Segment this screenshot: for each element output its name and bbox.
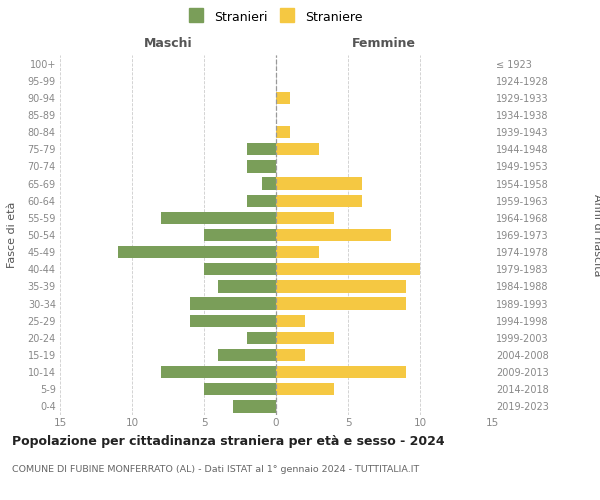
Bar — [276, 229, 391, 241]
Bar — [218, 349, 276, 361]
Bar — [276, 178, 362, 190]
Bar — [247, 143, 276, 156]
Bar — [233, 400, 276, 412]
Bar — [276, 92, 290, 104]
Text: Fasce di età: Fasce di età — [7, 202, 17, 268]
Bar — [118, 246, 276, 258]
Bar — [276, 194, 362, 207]
Bar — [161, 212, 276, 224]
Text: COMUNE DI FUBINE MONFERRATO (AL) - Dati ISTAT al 1° gennaio 2024 - TUTTITALIA.IT: COMUNE DI FUBINE MONFERRATO (AL) - Dati … — [12, 465, 419, 474]
Bar — [161, 366, 276, 378]
Bar — [276, 143, 319, 156]
Text: Anni di nascita: Anni di nascita — [592, 194, 600, 276]
Bar — [276, 383, 334, 396]
Bar — [190, 314, 276, 327]
Bar — [247, 160, 276, 172]
Bar — [276, 332, 334, 344]
Bar — [276, 246, 319, 258]
Bar — [218, 280, 276, 292]
Bar — [276, 314, 305, 327]
Bar — [190, 298, 276, 310]
Bar — [204, 229, 276, 241]
Text: Maschi: Maschi — [143, 37, 193, 50]
Bar — [276, 366, 406, 378]
Legend: Stranieri, Straniere: Stranieri, Straniere — [184, 6, 368, 29]
Bar — [204, 383, 276, 396]
Text: Popolazione per cittadinanza straniera per età e sesso - 2024: Popolazione per cittadinanza straniera p… — [12, 435, 445, 448]
Bar — [276, 212, 334, 224]
Bar — [276, 298, 406, 310]
Bar — [247, 194, 276, 207]
Bar — [276, 263, 420, 276]
Bar — [276, 280, 406, 292]
Bar — [247, 332, 276, 344]
Bar — [276, 349, 305, 361]
Bar — [204, 263, 276, 276]
Text: Femmine: Femmine — [352, 37, 416, 50]
Bar — [262, 178, 276, 190]
Bar — [276, 126, 290, 138]
